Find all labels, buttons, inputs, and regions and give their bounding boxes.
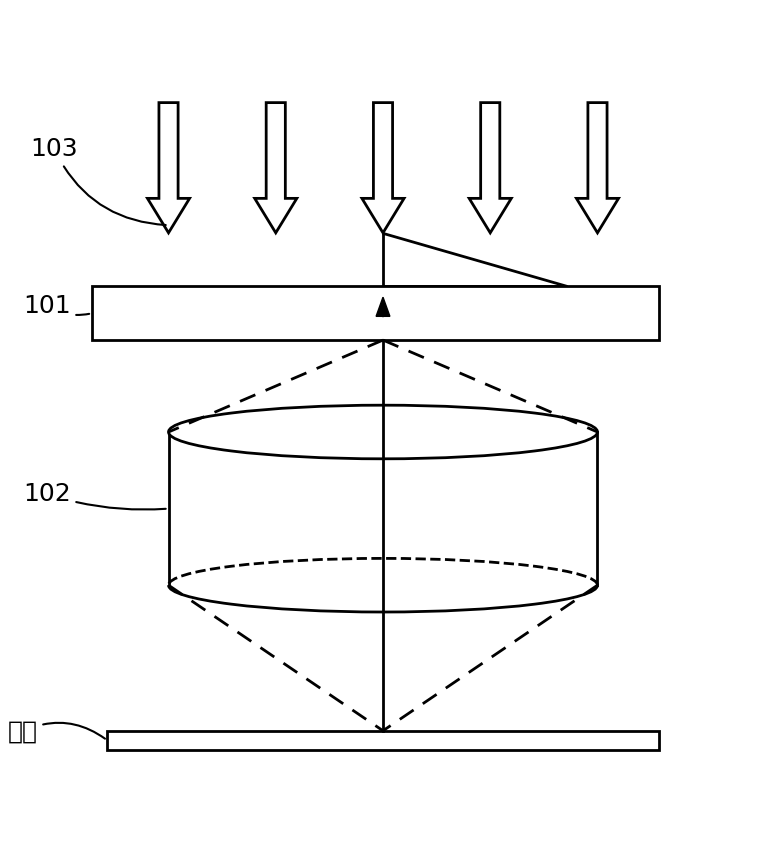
Polygon shape [383,232,567,287]
Text: 晶片: 晶片 [8,720,105,743]
Text: 102: 102 [23,482,165,510]
Text: 101: 101 [23,295,89,318]
Polygon shape [577,103,619,232]
Ellipse shape [169,405,597,459]
Text: 103: 103 [31,137,165,225]
Bar [107,731,659,750]
Polygon shape [148,103,190,232]
Polygon shape [469,103,512,232]
Bar [92,287,659,340]
FancyArrow shape [376,297,390,317]
Polygon shape [254,103,297,232]
Polygon shape [362,103,404,232]
